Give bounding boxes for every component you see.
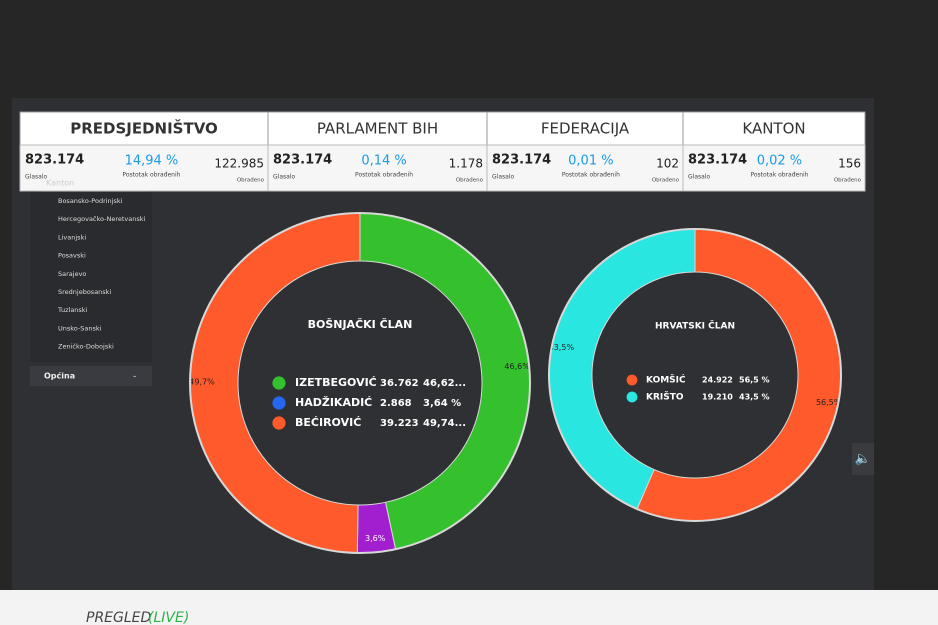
- sidebar-item[interactable]: Sarajevo: [58, 270, 86, 278]
- footer-status: (LIVE): [148, 610, 189, 625]
- legend-name: IZETBEGOVIĆ: [295, 376, 377, 389]
- legend-percent: 3,64 %: [423, 398, 461, 409]
- legend-count: 39.223: [380, 418, 419, 429]
- mute-icon[interactable]: 🔈: [855, 452, 871, 467]
- votes-label: Glasalo: [688, 174, 710, 181]
- tab-title[interactable]: KANTON: [742, 120, 805, 138]
- legend-dot: [626, 391, 638, 403]
- chart-title: BOŠNJAČKI ČLAN: [308, 318, 413, 331]
- percent-label: Postotak obrađenih: [750, 172, 808, 179]
- sidebar-item[interactable]: Zeničko-Dobojski: [58, 343, 114, 351]
- tab-title[interactable]: FEDERACIJA: [541, 120, 630, 138]
- legend-count: 2.868: [380, 398, 412, 409]
- processed-value: 102: [656, 157, 679, 171]
- tab[interactable]: [682, 111, 866, 146]
- processed-value: 122.985: [214, 157, 264, 171]
- legend-dot: [272, 376, 286, 390]
- sidebar-heading[interactable]: Kanton: [46, 179, 74, 188]
- slice-label: 56,5%: [816, 398, 842, 407]
- mute-button[interactable]: [852, 443, 874, 475]
- sidebar-item[interactable]: Tuzlanski: [57, 306, 88, 314]
- sidebar-second-box: [30, 366, 152, 386]
- percent-value: 0,01 %: [568, 154, 613, 169]
- percent-label: Postotak obrađenih: [562, 172, 620, 179]
- stats-row: [682, 144, 866, 192]
- footer-bar: [0, 590, 938, 625]
- slice-label: 49,7%: [189, 377, 215, 386]
- processed-label: Obrađeno: [456, 178, 484, 184]
- votes-value: 823.174: [492, 153, 551, 168]
- votes-label: Glasalo: [273, 174, 295, 181]
- legend-count: 36.762: [380, 378, 419, 389]
- slice-label: 46,6%: [504, 362, 530, 371]
- stats-row: [486, 144, 684, 192]
- legend-dot: [626, 374, 638, 386]
- donut-outline: [548, 228, 842, 522]
- percent-value: 0,02 %: [757, 154, 802, 169]
- donut-outline: [189, 212, 531, 554]
- processed-value: 156: [838, 157, 861, 171]
- legend-count: 24.922: [702, 376, 733, 385]
- legend-name: HADŽIKADIĆ: [295, 396, 372, 409]
- tab[interactable]: [267, 111, 488, 146]
- sidebar-item[interactable]: Hercegovačko-Neretvanski: [58, 215, 146, 223]
- legend-dot: [272, 416, 286, 430]
- sidebar-item[interactable]: Unsko-Sanski: [58, 324, 102, 332]
- legend-name: KOMŠIĆ: [646, 374, 686, 386]
- processed-label: Obrađeno: [237, 178, 265, 184]
- sidebar-panel: [30, 172, 152, 362]
- percent-value: 14,94 %: [125, 154, 179, 169]
- legend-name: KRIŠTO: [646, 391, 684, 403]
- sidebar-item[interactable]: Bosansko-Podrinjski: [58, 197, 123, 205]
- dropdown-icon: -: [133, 372, 136, 382]
- votes-value: 823.174: [273, 153, 332, 168]
- processed-label: Obrađeno: [834, 178, 862, 184]
- processed-label: Obrađeno: [652, 178, 680, 184]
- percent-value: 0,14 %: [361, 154, 406, 169]
- legend-percent: 46,62...: [423, 378, 466, 389]
- legend-percent: 56,5 %: [739, 376, 770, 385]
- stats-row: [19, 144, 269, 192]
- sidebar-item[interactable]: Livanjski: [58, 233, 86, 241]
- tab-title[interactable]: PREDSJEDNIŠTVO: [70, 119, 218, 138]
- tab-title[interactable]: PARLAMENT BIH: [317, 120, 438, 138]
- legend-count: 19.210: [702, 393, 733, 402]
- processed-value: 1.178: [449, 157, 483, 171]
- sidebar-second[interactable]: Općina: [44, 371, 75, 381]
- sidebar-item[interactable]: Posavski: [58, 252, 86, 260]
- sidebar-item[interactable]: Srednjebosanski: [58, 288, 111, 296]
- percent-label: Postotak obrađenih: [355, 172, 413, 179]
- legend-percent: 43,5 %: [739, 393, 770, 402]
- footer-title: PREGLED: [86, 610, 152, 625]
- slice-label: 43,5%: [549, 343, 575, 352]
- chart-title: HRVATSKI ČLAN: [655, 320, 735, 332]
- percent-label: Postotak obrađenih: [122, 172, 180, 179]
- legend-percent: 49,74...: [423, 418, 466, 429]
- legend-name: BEĆIROVIĆ: [295, 416, 361, 429]
- legend-dot: [272, 396, 286, 410]
- tab[interactable]: [19, 111, 269, 146]
- votes-value: 823.174: [25, 153, 84, 168]
- slice-label: 3,6%: [365, 534, 386, 543]
- votes-label: Glasalo: [25, 174, 47, 181]
- votes-label: Glasalo: [492, 174, 514, 181]
- votes-value: 823.174: [688, 153, 747, 168]
